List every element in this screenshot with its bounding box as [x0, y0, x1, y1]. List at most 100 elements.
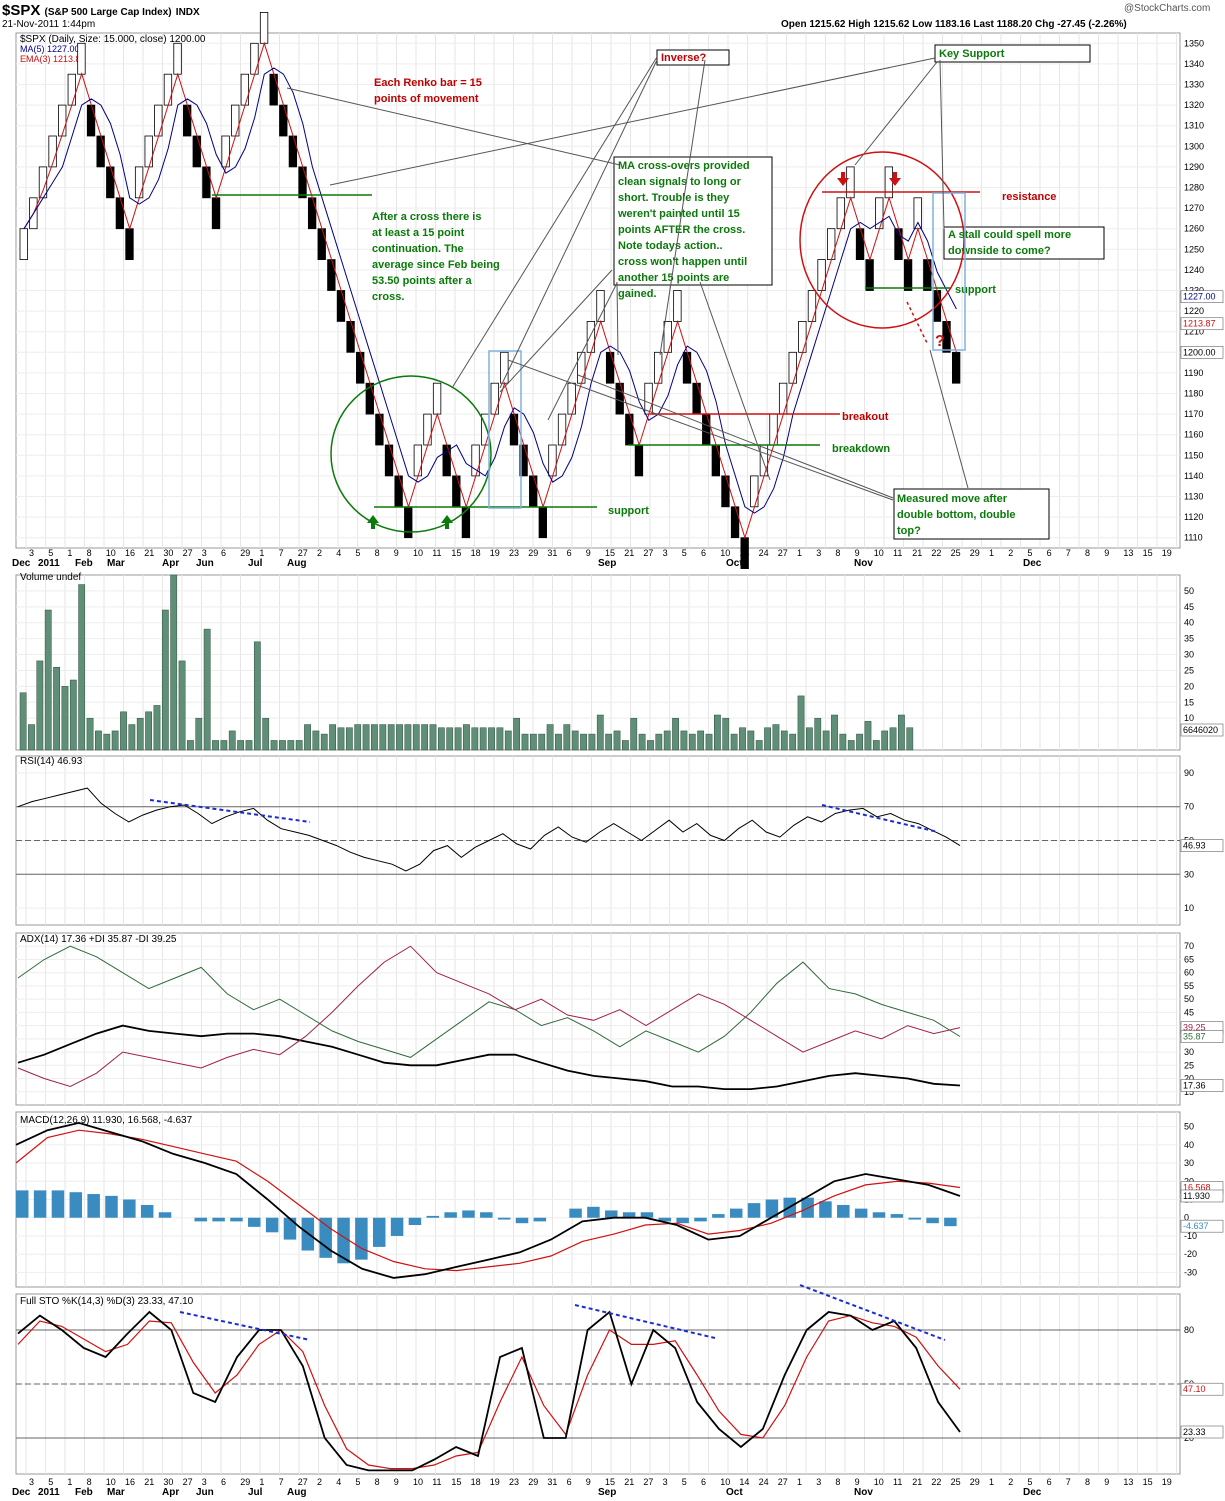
volume-bar	[563, 724, 571, 751]
volume-bar	[747, 730, 755, 751]
x-tick-label: 1	[797, 548, 802, 558]
volume-bar	[655, 733, 663, 751]
x-month-label: Mar	[107, 558, 125, 569]
macd-line	[15, 1121, 961, 1279]
renko-brick	[269, 73, 278, 106]
macd-hist-bar	[569, 1208, 582, 1218]
x-tick-label: 8	[1085, 548, 1090, 558]
renko-brick	[279, 104, 288, 137]
x-tick-label: 30	[163, 1477, 173, 1487]
macd-hist-bar	[16, 1190, 29, 1218]
volume-bar	[161, 609, 169, 751]
renko-brick	[413, 444, 423, 477]
x-tick-label: 8	[87, 1477, 92, 1487]
cross-note-line: cross.	[372, 291, 404, 303]
volume-bar	[647, 740, 654, 751]
renko-brick	[509, 413, 519, 446]
x-tick-label: 8	[835, 548, 840, 558]
macd-hist-bar	[51, 1190, 65, 1218]
volume-bar	[69, 679, 77, 751]
y-tick-label: 1150	[1184, 450, 1203, 460]
callout-line	[507, 359, 894, 501]
y-tick-label: 30	[1184, 650, 1194, 660]
renko-brick	[240, 73, 250, 106]
x-tick-label: 23	[509, 548, 519, 558]
breakout-label: breakout	[842, 411, 889, 423]
x-tick-label: 14	[739, 548, 749, 558]
x-tick-label: 5	[48, 1477, 53, 1487]
callout-line	[499, 269, 613, 393]
x-tick-label: 9	[586, 548, 591, 558]
macd-hist-bar	[33, 1190, 47, 1218]
y-tick-label: 1270	[1184, 203, 1204, 213]
volume-bar	[279, 740, 286, 751]
volume-bar	[237, 740, 245, 751]
ma-note-line: Note todays action..	[618, 240, 723, 252]
volume-bar	[630, 717, 638, 751]
macd-hist-bar	[390, 1217, 404, 1236]
volume-bar	[404, 724, 412, 751]
volume-bar	[722, 717, 730, 751]
x-tick-label: 10	[720, 1477, 730, 1487]
volume-bar	[906, 727, 914, 751]
macd-signal-line	[15, 1129, 961, 1272]
x-tick-label: 6	[1047, 1477, 1052, 1487]
x-month-label: Aug	[287, 1487, 306, 1498]
renko-brick	[654, 351, 663, 384]
x-tick-label: 10	[874, 1477, 884, 1487]
renko-brick	[605, 351, 615, 384]
x-tick-label: 21	[144, 548, 154, 558]
ma-note: MA cross-overs provided clean signals to …	[617, 160, 750, 300]
x-tick-label: 27	[183, 1477, 193, 1487]
x-tick-label: 2	[1008, 548, 1013, 558]
x-tick-label: 8	[835, 1477, 840, 1487]
callout-line	[451, 56, 658, 389]
legend-ma: MA(5) 1227.00	[20, 44, 80, 54]
y-tick-label: 70	[1184, 941, 1194, 951]
renko-bricks	[19, 11, 961, 570]
x-tick-label: 1	[989, 1477, 994, 1487]
last-ema-label-box	[1180, 317, 1224, 331]
x-tick-label: 6	[701, 548, 706, 558]
callout-line	[939, 59, 945, 230]
volume-title: Volume undef	[20, 572, 81, 583]
volume-bar	[588, 733, 596, 751]
y-tick-label: 1320	[1184, 100, 1204, 110]
volume-bar	[304, 724, 311, 751]
volume-bar	[103, 733, 111, 751]
x-month-label: Dec	[12, 1487, 31, 1498]
x-month-label: Dec	[1023, 558, 1042, 569]
measured-note: Measured move after double bottom, double…	[897, 493, 1016, 537]
x-tick-label: 15	[451, 1477, 461, 1487]
volume-bar	[881, 730, 889, 751]
volume-bar	[178, 660, 186, 751]
callout-line	[854, 61, 938, 166]
y-tick-label: 65	[1184, 954, 1194, 964]
macd-hist-bar	[123, 1199, 136, 1218]
renko-brick	[721, 475, 730, 508]
x-month-label: 2011	[38, 558, 60, 569]
ma-note-line: clean signals to long or	[618, 176, 742, 188]
x-tick-label: 29	[528, 1477, 538, 1487]
volume-bar	[672, 717, 679, 751]
callout-line	[286, 87, 621, 166]
renko-brick	[529, 475, 538, 508]
y-tick-label: 50	[1184, 586, 1194, 596]
measured-note-line: top?	[897, 525, 921, 537]
y-tick-label: -10	[1184, 1231, 1197, 1241]
x-tick-label: 27	[183, 548, 193, 558]
volume-bar	[44, 609, 52, 751]
macd-hist-bar	[605, 1210, 618, 1218]
macd-hist-bar	[587, 1206, 600, 1218]
volume-bar	[638, 733, 646, 751]
renko-note-line: Each Renko bar = 15	[374, 77, 482, 89]
x-month-label: Nov	[854, 1487, 873, 1498]
stall-box	[943, 226, 1105, 260]
x-tick-label: 15	[451, 548, 461, 558]
x-month-label: Apr	[162, 558, 179, 569]
x-month-label: Feb	[75, 1487, 93, 1498]
y-tick-label: 1110	[1184, 533, 1203, 543]
renko-note: Each Renko bar = 15 points of movement	[374, 77, 482, 105]
x-tick-label: 7	[1066, 1477, 1071, 1487]
macd-last-signal: 16.568	[1183, 1183, 1211, 1193]
